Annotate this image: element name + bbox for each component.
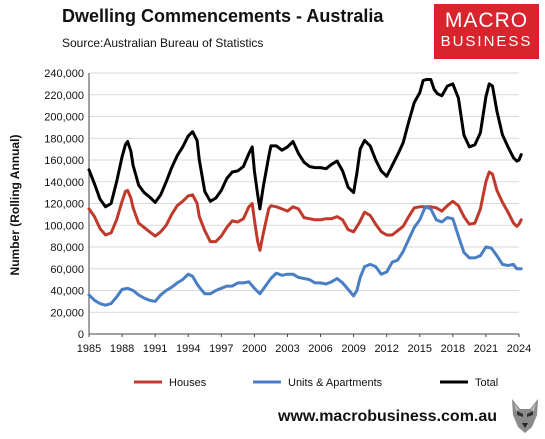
y-tick-label: 120,000 — [44, 199, 84, 211]
x-tick-label: 2024 — [507, 343, 531, 355]
legend-label-units-apartments: Units & Apartments — [288, 377, 383, 389]
legend-label-total: Total — [475, 377, 498, 389]
macro-business-logo: MACRO BUSINESS — [434, 4, 539, 59]
y-tick-label: 0 — [78, 329, 84, 341]
x-tick-label: 1997 — [209, 343, 233, 355]
y-tick-label: 160,000 — [44, 155, 84, 167]
y-tick-label: 60,000 — [50, 264, 84, 276]
chart-title: Dwelling Commencements - Australia — [62, 6, 384, 26]
y-tick-label: 40,000 — [50, 286, 84, 298]
y-tick-label: 100,000 — [44, 220, 84, 232]
logo-line-1: MACRO — [444, 9, 529, 32]
wolf-icon — [512, 399, 538, 433]
x-tick-label: 2006 — [308, 343, 332, 355]
chart-source: Source:Australian Bureau of Statistics — [62, 36, 264, 50]
logo-line-2: BUSINESS — [440, 33, 533, 50]
x-tick-label: 2015 — [408, 343, 432, 355]
x-tick-label: 1985 — [77, 343, 101, 355]
x-tick-label: 2018 — [441, 343, 465, 355]
x-tick-label: 2021 — [474, 343, 498, 355]
x-tick-label: 1991 — [143, 343, 167, 355]
y-tick-label: 140,000 — [44, 177, 84, 189]
y-axis-title-wrap: Number (Rolling Annual) — [8, 135, 22, 276]
y-tick-label: 200,000 — [44, 112, 84, 124]
x-tick-label: 1994 — [176, 343, 200, 355]
x-tick-label: 2009 — [341, 343, 365, 355]
y-tick-label: 80,000 — [50, 242, 84, 254]
x-tick-label: 2000 — [242, 343, 266, 355]
y-axis-title: Number (Rolling Annual) — [8, 135, 22, 276]
x-tick-label: 2012 — [374, 343, 398, 355]
website-url[interactable]: www.macrobusiness.com.au — [278, 408, 498, 425]
line-chart: 0 20,000 40,000 60,000 80,000 100,000 120,000 1… — [44, 68, 531, 389]
series-line-total — [87, 78, 523, 211]
y-tick-label: 20,000 — [50, 307, 84, 319]
x-tick-label: 2003 — [275, 343, 299, 355]
legend-label-houses: Houses — [169, 377, 207, 389]
y-tick-label: 180,000 — [44, 133, 84, 145]
y-tick-label: 220,000 — [44, 90, 84, 102]
series-line-units-apartments — [87, 205, 523, 307]
series-line-houses — [87, 170, 523, 252]
x-tick-label: 1988 — [110, 343, 134, 355]
y-tick-label: 240,000 — [44, 68, 84, 80]
